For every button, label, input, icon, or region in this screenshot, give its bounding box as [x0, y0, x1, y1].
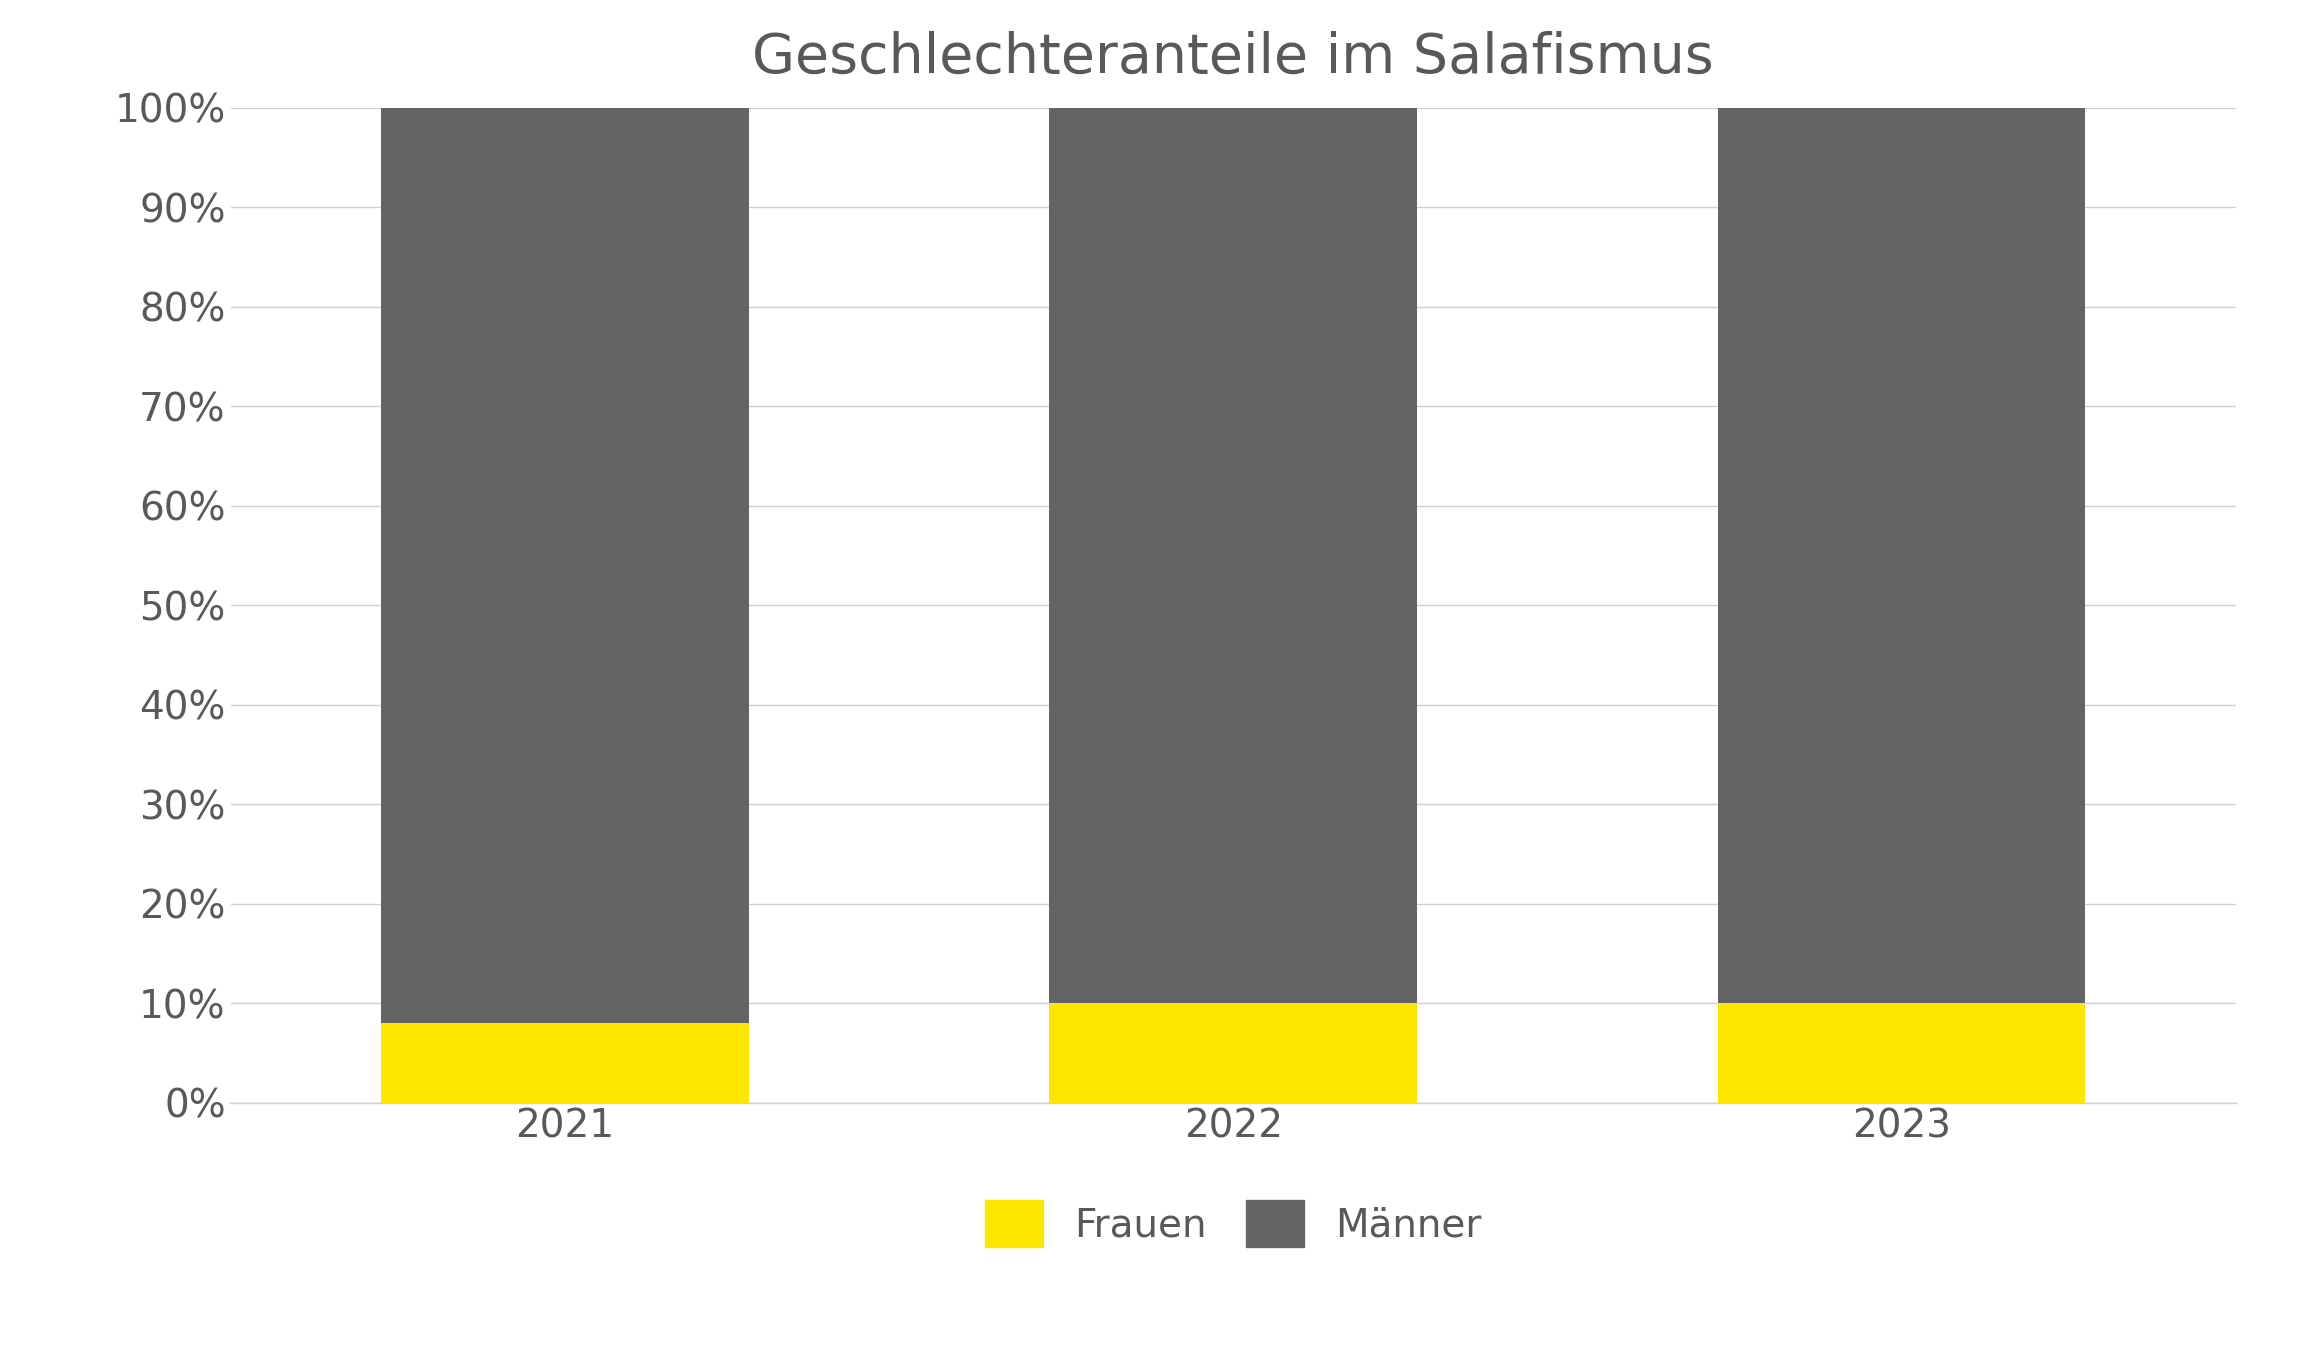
Title: Geschlechteranteile im Salafismus: Geschlechteranteile im Salafismus	[751, 31, 1715, 85]
Bar	[1049, 108, 1418, 1003]
Bar	[380, 1024, 749, 1103]
Legend: Frauen, Männer: Frauen, Männer	[970, 1184, 1496, 1263]
Bar	[1717, 1003, 2086, 1103]
Bar	[1049, 1003, 1418, 1103]
Bar	[1717, 108, 2086, 1003]
Bar	[380, 108, 749, 1024]
